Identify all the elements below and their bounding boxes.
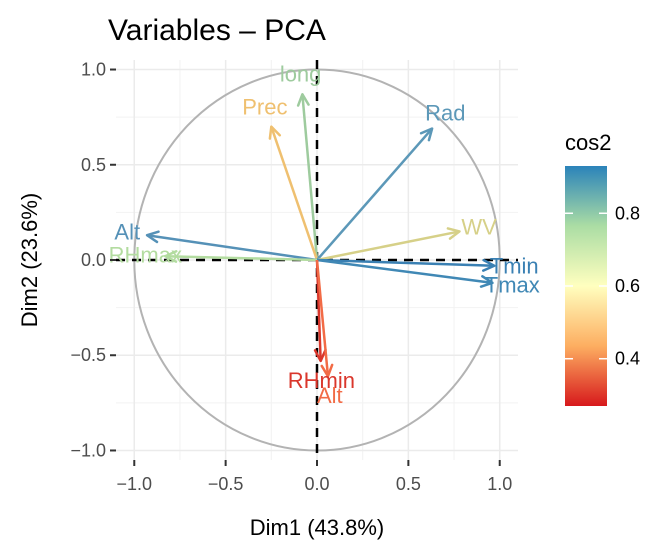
variable-arrow xyxy=(316,127,434,261)
y-axis: −1.0 −0.5 0.0 0.5 1.0 xyxy=(70,60,116,460)
y-tick-label: −0.5 xyxy=(70,345,106,365)
variable-arrow xyxy=(145,230,318,262)
x-tick-label: 0.0 xyxy=(304,474,329,494)
y-tick-label: 1.0 xyxy=(81,60,106,80)
variable-label: Alt xyxy=(317,383,343,408)
variable-arrow xyxy=(316,258,494,288)
variable-label: Tmin xyxy=(490,253,539,278)
arrow-shaft xyxy=(315,259,330,377)
arrow-head xyxy=(296,93,310,107)
arrow-shaft xyxy=(270,126,319,261)
variable-label: long xyxy=(280,61,322,86)
arrow-shaft xyxy=(316,127,434,261)
variable-arrow xyxy=(296,93,319,261)
x-axis: −1.0 −0.5 0.0 0.5 1.0 xyxy=(116,460,512,494)
variable-label: RHmin xyxy=(288,368,355,393)
legend-title: cos2 xyxy=(565,130,611,155)
variable-arrow xyxy=(164,249,318,263)
arrow-shaft xyxy=(316,258,493,285)
x-tick-label: −1.0 xyxy=(116,474,152,494)
x-tick-label: 1.0 xyxy=(487,474,512,494)
arrow-head xyxy=(145,230,160,244)
variable-label: Rad xyxy=(425,101,465,126)
y-tick-label: 0.5 xyxy=(81,155,106,175)
arrow-head xyxy=(479,275,494,288)
arrow-head xyxy=(164,249,178,263)
variable-label: RHmax xyxy=(109,243,182,268)
variable-label: Prec xyxy=(242,95,287,120)
x-tick-label: −0.5 xyxy=(208,474,244,494)
legend-tick-label: 0.8 xyxy=(615,203,640,223)
legend-ticks: 0.4 0.6 0.8 xyxy=(565,203,640,369)
x-tick-label: 0.5 xyxy=(396,474,421,494)
y-tick-label: 0.0 xyxy=(81,250,106,270)
arrow-head xyxy=(446,227,461,240)
variable-label: Tmax xyxy=(485,272,540,297)
variable-arrow xyxy=(315,259,334,378)
arrow-head xyxy=(419,127,434,142)
arrow-head xyxy=(313,348,327,363)
legend-tick-label: 0.4 xyxy=(615,349,640,369)
arrow-shaft xyxy=(316,258,495,267)
variable-label: WV xyxy=(461,214,497,239)
variable-label: Alt xyxy=(114,219,140,244)
arrow-head xyxy=(320,363,334,378)
chart-title: Variables – PCA xyxy=(108,14,326,47)
arrow-head xyxy=(268,125,282,140)
y-tick-label: −1.0 xyxy=(70,440,106,460)
variable-arrows xyxy=(145,93,496,378)
arrow-head xyxy=(482,258,496,272)
x-axis-title: Dim1 (43.8%) xyxy=(250,515,384,540)
y-axis-title: Dim2 (23.6%) xyxy=(17,193,42,327)
variable-arrow xyxy=(268,125,319,261)
arrow-shaft xyxy=(316,230,460,262)
variable-arrow xyxy=(316,258,496,272)
cos2-legend: cos2 0.4 0.6 0.8 xyxy=(565,130,640,406)
arrow-shaft xyxy=(301,94,319,261)
arrow-shaft xyxy=(146,234,318,262)
legend-tick-label: 0.6 xyxy=(615,276,640,296)
variable-arrow xyxy=(316,227,461,262)
arrow-shaft xyxy=(165,254,318,262)
